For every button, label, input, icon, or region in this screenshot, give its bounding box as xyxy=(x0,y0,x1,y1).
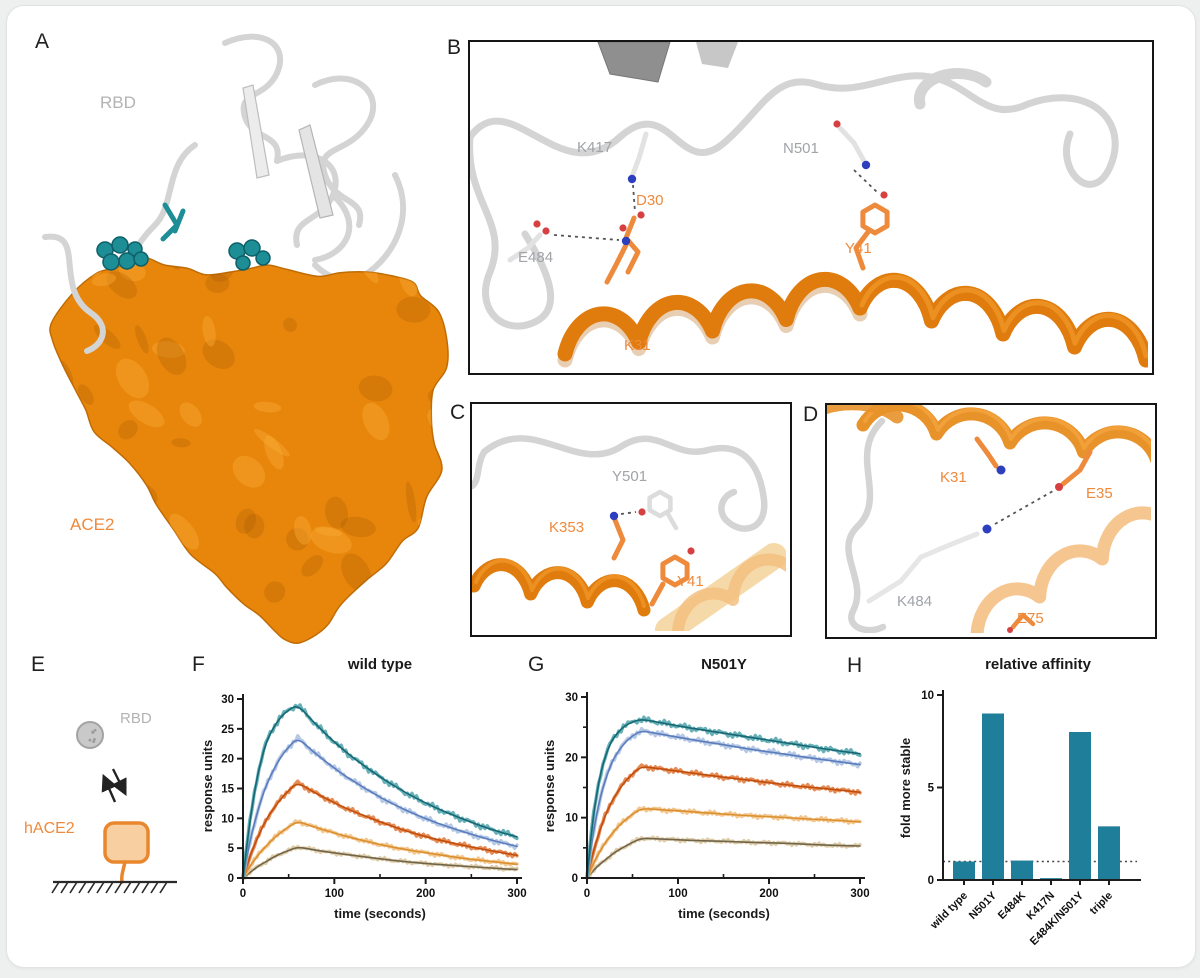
svg-text:0: 0 xyxy=(572,873,578,885)
residue-label-k484: K484 xyxy=(897,593,933,610)
svg-text:0: 0 xyxy=(228,873,234,885)
panel-g-letter: G xyxy=(528,653,545,676)
svg-text:0: 0 xyxy=(240,888,246,900)
rbd-ace2-structure-image xyxy=(42,33,449,644)
wild-type-chart-title: wild type xyxy=(347,656,413,673)
bar-category-label: N501Y xyxy=(967,889,1000,922)
panel-f-letter: F xyxy=(192,653,206,676)
residue-label-k31-d: K31 xyxy=(940,469,967,486)
residue-label-y41-b: Y41 xyxy=(845,240,872,257)
bar-category-label: E484K xyxy=(996,890,1028,922)
spr-schematic-image xyxy=(51,721,177,894)
svg-text:30: 30 xyxy=(221,694,234,706)
rbd-structure-label: RBD xyxy=(100,93,136,112)
hace2-schematic-label: hACE2 xyxy=(24,820,75,837)
bar-category-label: wild type xyxy=(928,890,970,932)
svg-text:25: 25 xyxy=(221,724,234,736)
residue-label-e484: E484 xyxy=(518,249,554,266)
svg-text:100: 100 xyxy=(325,888,344,900)
residue-label-d30: D30 xyxy=(636,192,664,209)
panel-b-letter: B xyxy=(447,36,462,59)
n501y-x-axis-label: time (seconds) xyxy=(678,906,770,921)
panel-d-letter: D xyxy=(803,403,819,426)
relative-affinity-chart-title: relative affinity xyxy=(985,656,1091,673)
ace2-structure-label: ACE2 xyxy=(70,515,115,534)
residue-label-y41-c: Y41 xyxy=(677,573,704,590)
svg-text:20: 20 xyxy=(565,752,578,764)
svg-text:0: 0 xyxy=(928,875,934,887)
svg-text:200: 200 xyxy=(416,888,435,900)
svg-text:300: 300 xyxy=(850,888,869,900)
svg-text:5: 5 xyxy=(928,783,935,795)
residue-label-e75: E75 xyxy=(1017,610,1044,627)
sensorgram-wild-type-chart: 0 100 200 300 0 5 10 15 20 25 30 xyxy=(221,694,527,900)
svg-text:15: 15 xyxy=(221,784,234,796)
rbd-schematic-label: RBD xyxy=(120,710,152,727)
n501y-chart-title: N501Y xyxy=(701,656,747,673)
svg-text:0: 0 xyxy=(584,888,590,900)
residue-label-e35: E35 xyxy=(1086,485,1113,502)
residue-label-k31-b: K31 xyxy=(624,337,651,354)
svg-text:5: 5 xyxy=(228,843,235,855)
residue-label-k353: K353 xyxy=(549,519,585,536)
interface-closeup-b-image xyxy=(470,42,1148,368)
panel-c-box xyxy=(470,402,792,637)
svg-text:200: 200 xyxy=(759,888,778,900)
panel-h-letter: H xyxy=(847,654,863,677)
interface-closeup-c-image xyxy=(472,435,786,631)
residue-label-n501: N501 xyxy=(783,140,819,157)
svg-text:10: 10 xyxy=(221,813,234,825)
panel-a-letter: A xyxy=(35,30,50,53)
svg-text:30: 30 xyxy=(565,692,578,704)
interface-closeup-d-image xyxy=(827,405,1151,633)
sensorgram-n501y-chart: 0 100 200 300 0 10 20 30 xyxy=(565,692,870,900)
svg-text:10: 10 xyxy=(565,813,578,825)
svg-text:300: 300 xyxy=(507,888,526,900)
panel-c-letter: C xyxy=(450,401,466,424)
panel-e-letter: E xyxy=(31,653,46,676)
panel-d-box xyxy=(825,403,1157,639)
panel-b-box xyxy=(468,40,1154,375)
svg-text:100: 100 xyxy=(668,888,687,900)
bar-category-label: triple xyxy=(1088,890,1116,918)
residue-label-y501: Y501 xyxy=(612,468,648,485)
svg-text:20: 20 xyxy=(221,754,234,766)
wild-type-x-axis-label: time (seconds) xyxy=(334,906,426,921)
svg-text:10: 10 xyxy=(921,690,934,702)
residue-label-k417: K417 xyxy=(577,139,613,156)
